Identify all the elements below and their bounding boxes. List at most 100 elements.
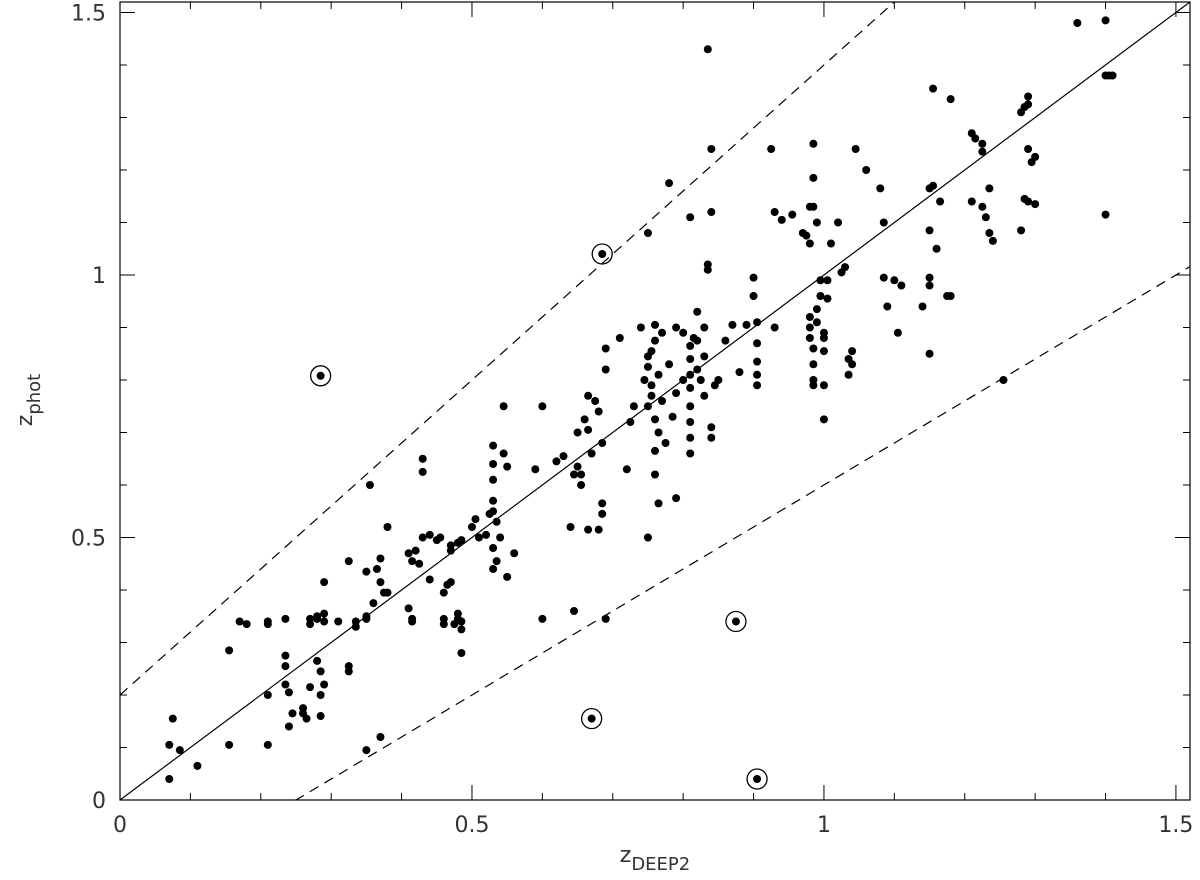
x-axis-label: zDEEP2 [620, 843, 690, 875]
point [643, 402, 652, 411]
point [418, 533, 427, 542]
point [225, 740, 234, 749]
point [643, 362, 652, 371]
point [703, 265, 712, 274]
scatter-bound-line [120, 2, 896, 696]
point [978, 202, 987, 211]
scatter-bound-line [294, 266, 1190, 800]
point [809, 139, 818, 148]
point [334, 617, 343, 626]
point [475, 533, 484, 542]
point [876, 184, 885, 193]
point [436, 533, 445, 542]
point [925, 226, 934, 235]
point [805, 334, 814, 342]
point [686, 402, 695, 411]
point [288, 709, 297, 718]
point [302, 714, 311, 723]
point [819, 381, 828, 390]
point [587, 449, 596, 458]
plot-frame [119, 1, 1191, 801]
point [446, 546, 455, 555]
point [415, 559, 424, 568]
point [584, 425, 593, 434]
point [168, 714, 177, 723]
point [809, 360, 818, 369]
point [883, 302, 892, 311]
point [235, 617, 244, 626]
point [320, 609, 329, 618]
point [383, 588, 392, 597]
point [819, 334, 828, 342]
point [351, 622, 360, 631]
point [577, 481, 586, 489]
point [647, 381, 656, 390]
point [503, 572, 512, 581]
point [369, 599, 378, 608]
point [686, 341, 695, 350]
point [584, 391, 593, 400]
point [362, 612, 371, 621]
point [643, 533, 652, 542]
point [686, 383, 695, 392]
point [651, 336, 659, 345]
point [851, 145, 860, 153]
point [978, 139, 987, 148]
point [897, 281, 906, 290]
point [320, 578, 329, 587]
point [848, 360, 857, 369]
point [316, 667, 325, 676]
point [679, 328, 688, 337]
point [770, 323, 779, 332]
point [844, 370, 853, 379]
point [665, 360, 674, 369]
point [175, 746, 184, 755]
point [531, 465, 540, 474]
point [749, 273, 758, 282]
point [658, 397, 667, 405]
point [812, 305, 821, 314]
point [890, 276, 899, 285]
point [165, 775, 174, 783]
point [457, 617, 466, 626]
point [425, 575, 434, 584]
point [686, 433, 695, 442]
point [728, 320, 737, 329]
point [591, 397, 600, 405]
point [714, 376, 723, 384]
point [893, 328, 902, 337]
point [1108, 71, 1117, 80]
point [1024, 197, 1033, 206]
point [665, 179, 674, 188]
point [263, 620, 272, 629]
y-axis-label: zphot [13, 374, 45, 426]
point [707, 208, 716, 216]
point [946, 95, 955, 104]
point [1031, 200, 1040, 209]
outlier-ring [725, 610, 747, 633]
point [316, 712, 325, 720]
point [749, 292, 758, 300]
point [753, 318, 762, 327]
point [753, 381, 762, 390]
point [707, 433, 716, 442]
point [654, 370, 663, 379]
y-label-main: z [13, 415, 38, 427]
point [788, 210, 797, 219]
point [577, 470, 586, 479]
point [848, 347, 857, 356]
point [601, 365, 610, 374]
point [439, 588, 448, 597]
point [404, 549, 413, 558]
point [658, 328, 667, 337]
point [651, 446, 659, 455]
point [735, 368, 744, 377]
point [404, 604, 413, 613]
point [584, 525, 593, 534]
point [636, 323, 645, 332]
point [499, 449, 508, 458]
point [306, 683, 315, 692]
point [587, 714, 596, 723]
point [281, 662, 290, 671]
point [819, 415, 828, 424]
